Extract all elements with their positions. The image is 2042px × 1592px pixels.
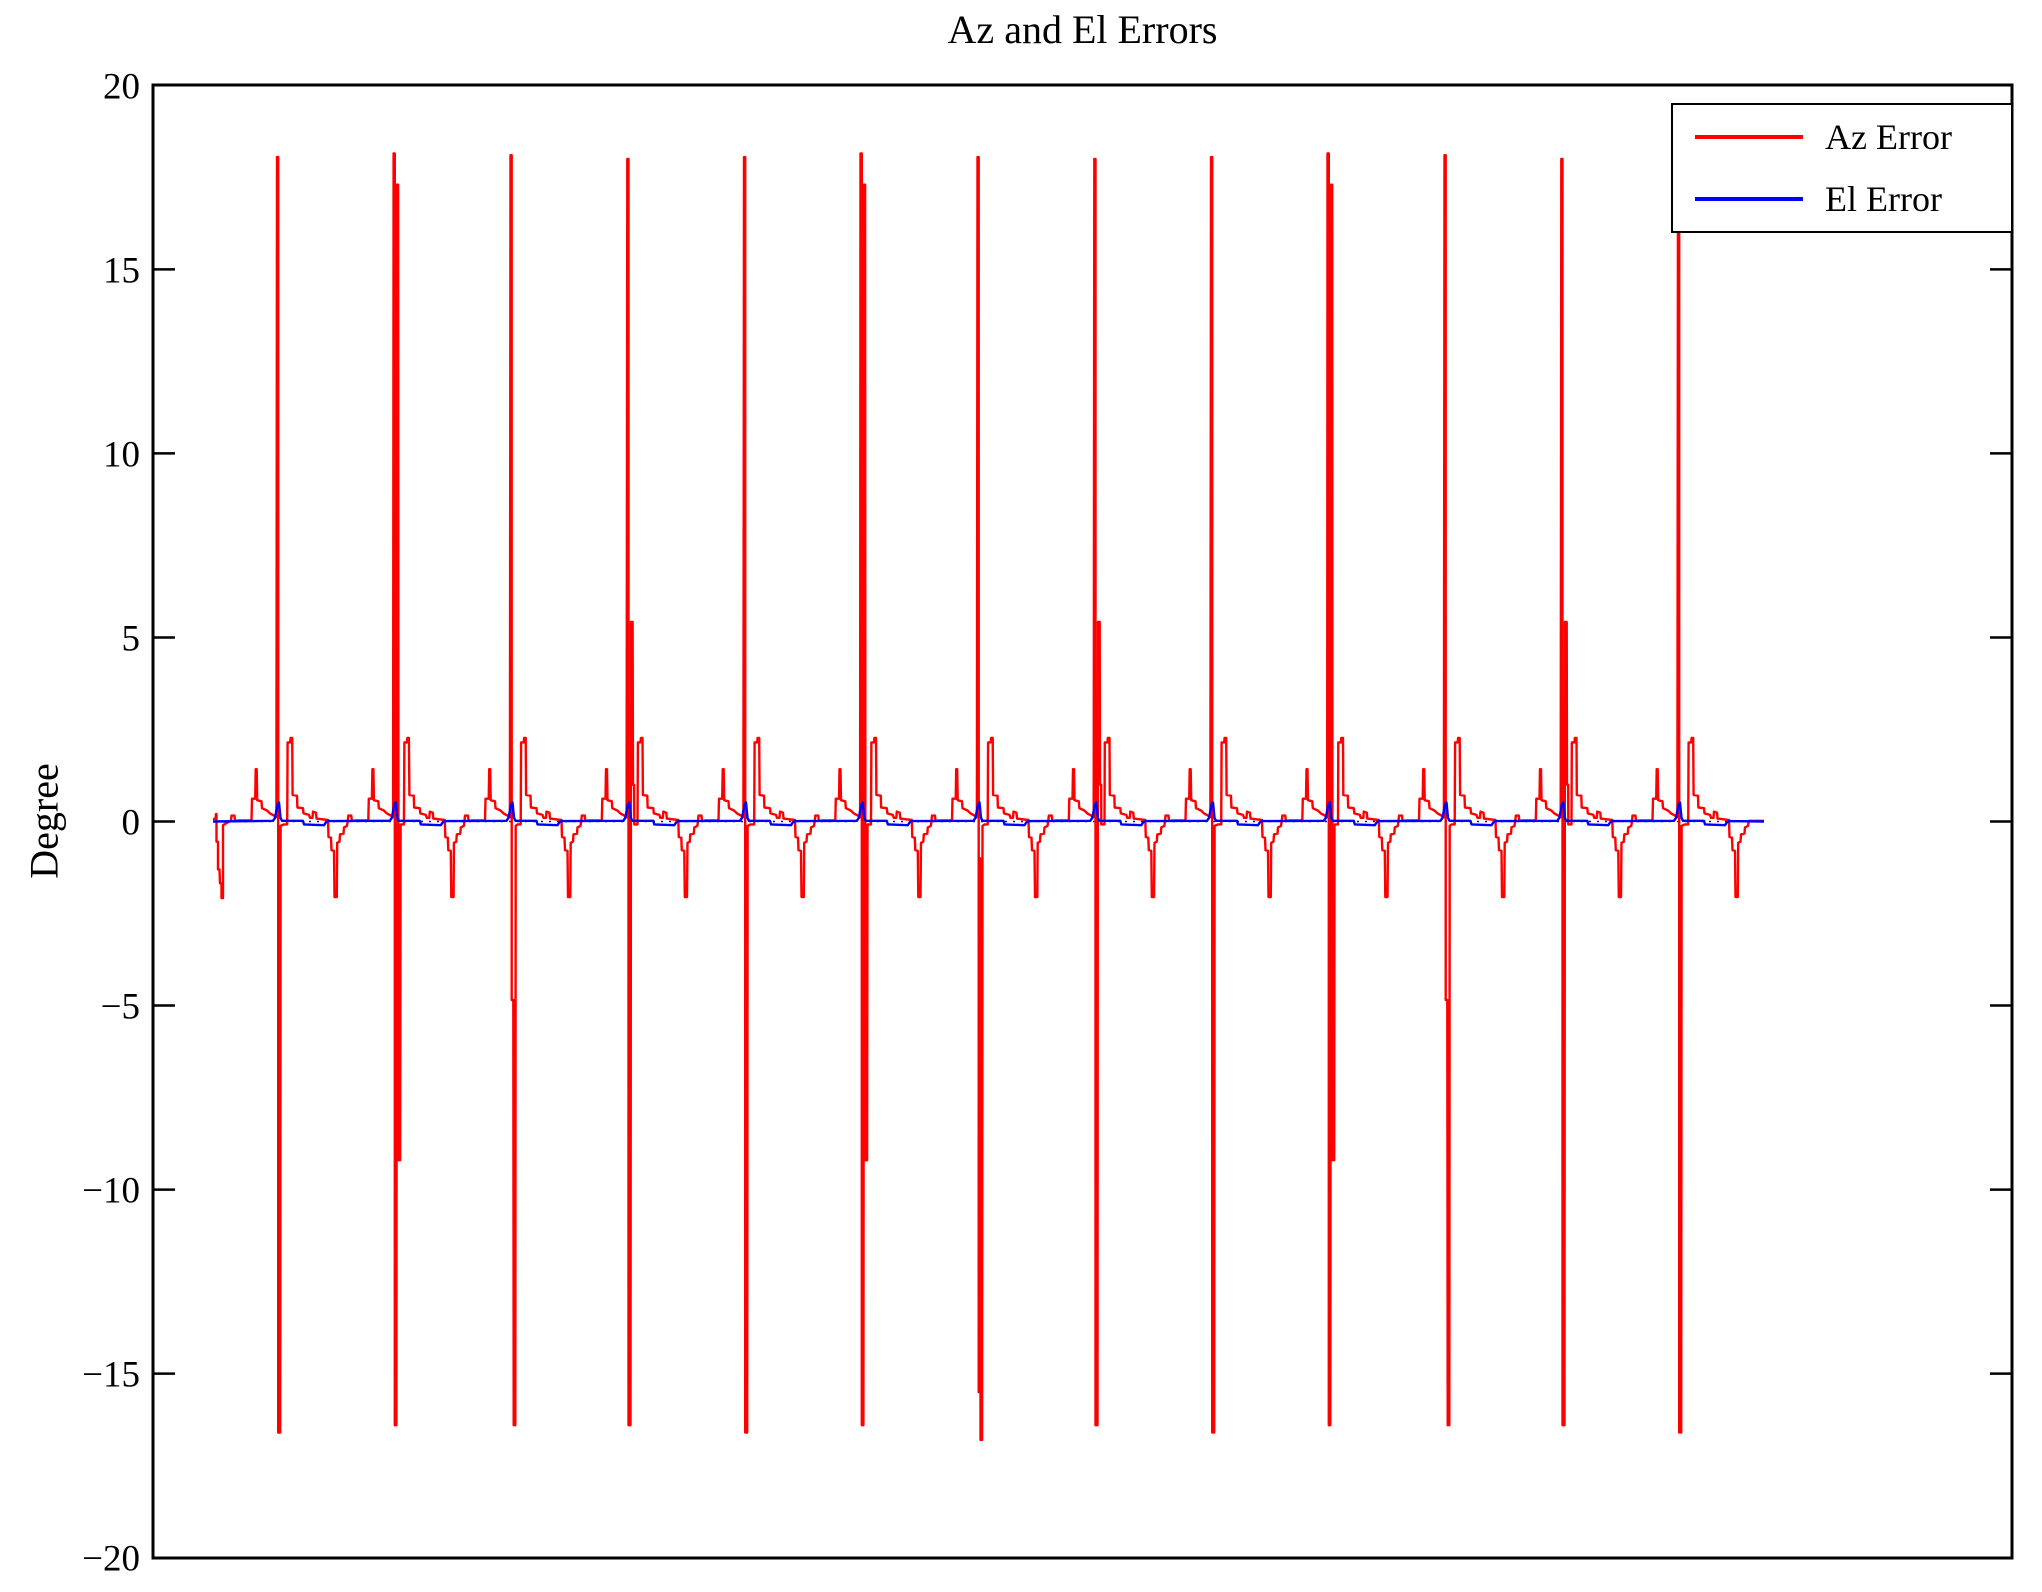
legend-item-az: Az Error	[1673, 108, 2011, 166]
y-tick-label: −15	[82, 1355, 140, 1396]
y-tick-label: 0	[122, 803, 141, 844]
y-tick-label: 5	[122, 618, 141, 659]
y-tick-label: −5	[101, 987, 140, 1028]
y-axis-label: Degree	[21, 763, 67, 879]
el-line-swatch	[1695, 196, 1803, 201]
chart-title: Az and El Errors	[947, 7, 1218, 52]
legend-label-az: Az Error	[1825, 117, 1952, 158]
y-tick-label: 10	[103, 434, 140, 475]
legend-label-el: El Error	[1825, 178, 1942, 219]
el-error-line	[212, 801, 1765, 827]
legend: Az Error El Error	[1671, 103, 2013, 233]
y-tick-label: −10	[82, 1171, 140, 1212]
y-tick-label: −20	[82, 1539, 140, 1580]
y-tick-label: 15	[103, 250, 140, 291]
legend-item-el: El Error	[1673, 170, 2011, 228]
az-line-swatch	[1695, 135, 1803, 140]
az-error-line	[213, 152, 1764, 1442]
y-tick-label: 20	[103, 66, 140, 107]
